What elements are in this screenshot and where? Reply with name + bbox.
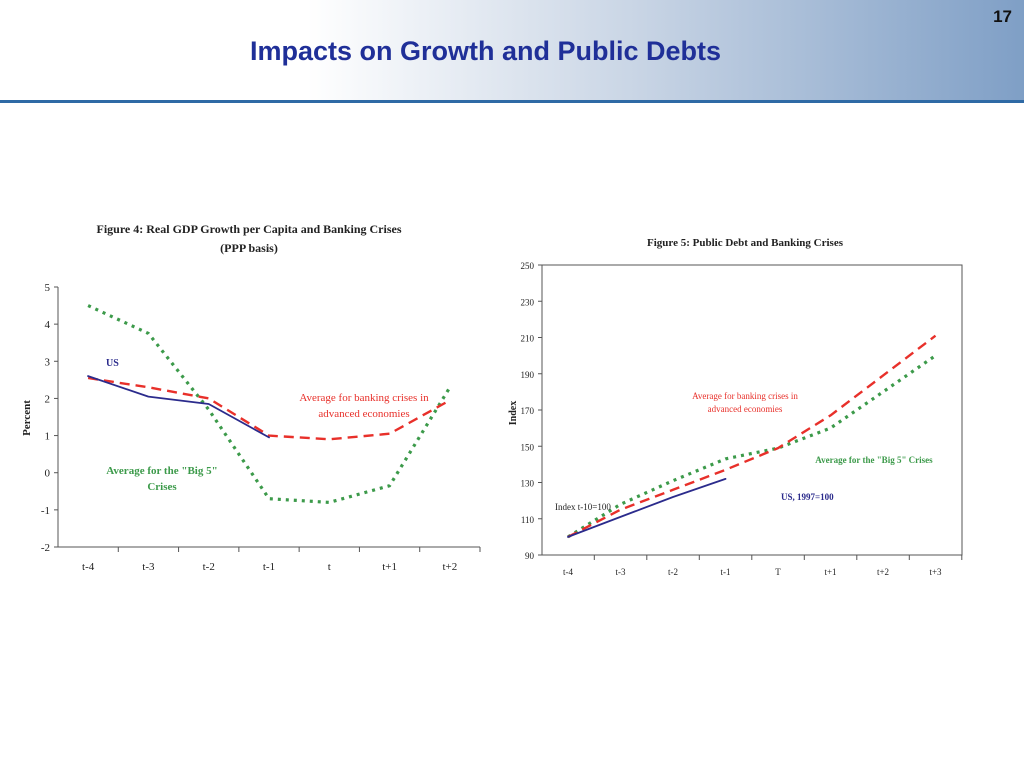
fig5-ytick-label: 130 [521, 479, 535, 489]
fig5-series-average-for-the-big-5-crises [567, 354, 937, 539]
fig5-ytick-label: 250 [521, 261, 535, 271]
fig5-ytick-label: 110 [521, 515, 535, 525]
fig4-ylabel: Percent [21, 400, 33, 436]
fig5-ytick-label: 150 [521, 442, 535, 452]
fig5-ylabel: Index [508, 401, 519, 425]
fig4-ytick-label: 0 [45, 468, 51, 480]
fig5-series-us-1997-100 [567, 477, 727, 538]
fig4-big5-label-line2: Crises [147, 481, 177, 493]
page-number: 17 [993, 7, 1012, 26]
fig5-xtick-label-t-2: t-2 [668, 567, 678, 577]
fig4-series-us [87, 375, 270, 439]
title-divider [0, 100, 1024, 103]
fig4-xtick-label-t-2: t+2 [442, 561, 457, 573]
fig5-big5-label: Average for the "Big 5" Crises [815, 455, 933, 465]
fig4-xtick-label-t-1: t+1 [382, 561, 397, 573]
fig4-us-label: US [106, 358, 119, 369]
figure-4-chart: Figure 4: Real GDP Growth per Capita and… [21, 222, 481, 573]
fig5-ytick-label: 230 [521, 297, 535, 307]
fig5-xtick-label-t-3: t-3 [616, 567, 626, 577]
fig4-ytick-label: 3 [45, 356, 51, 368]
fig4-ytick-label: 5 [45, 282, 51, 294]
fig4-advanced-label-line2: advanced economies [318, 408, 409, 420]
fig4-big5-label-line1: Average for the "Big 5" [106, 465, 217, 477]
fig5-ytick-label: 190 [521, 370, 535, 380]
fig5-title: Figure 5: Public Debt and Banking Crises [647, 237, 844, 249]
fig5-series-average-for-banking-crises-in-advanced-economies [567, 334, 937, 538]
figure-5-chart: Figure 5: Public Debt and Banking Crises… [508, 237, 963, 577]
fig4-xtick-label-t-4: t-4 [82, 561, 95, 573]
fig4-title: Figure 4: Real GDP Growth per Capita and… [96, 222, 401, 236]
fig4-xtick-label-t-1: t-1 [263, 561, 275, 573]
fig4-advanced-label-line1: Average for banking crises in [299, 392, 429, 404]
fig5-xtick-label-t: T [775, 567, 781, 577]
fig4-series-average-for-banking-crises-in-advanced-economies [87, 376, 451, 441]
fig5-advanced-label-line1: Average for banking crises in [692, 391, 798, 401]
fig4-ytick-label: -2 [41, 542, 50, 554]
fig5-ytick-label: 210 [521, 334, 535, 344]
fig5-index-note: Index t-10=100 [555, 502, 611, 512]
fig5-xtick-label-t-1: t+1 [824, 567, 836, 577]
fig5-ytick-label: 90 [525, 551, 535, 561]
fig5-advanced-label-line2: advanced economies [708, 404, 783, 414]
fig4-series-average-for-the-big-5-crises [87, 304, 452, 504]
fig5-xtick-label-t-3: t+3 [929, 567, 942, 577]
fig4-subtitle: (PPP basis) [220, 241, 278, 255]
fig5-ytick-label: 170 [521, 406, 535, 416]
fig4-ytick-label: 1 [45, 431, 51, 443]
fig4-xtick-label-t: t [328, 561, 331, 573]
fig4-ytick-label: 2 [45, 393, 51, 405]
fig4-ytick-label: 4 [45, 319, 51, 331]
fig4-ytick-label: -1 [41, 505, 50, 517]
fig5-xtick-label-t-1: t-1 [721, 567, 731, 577]
fig4-xtick-label-t-2: t-2 [203, 561, 215, 573]
fig4-xtick-label-t-3: t-3 [142, 561, 155, 573]
slide-title: Impacts on Growth and Public Debts [250, 36, 722, 66]
title-banner [0, 0, 1024, 100]
fig5-xtick-label-t-4: t-4 [563, 567, 573, 577]
fig5-us-label: US, 1997=100 [781, 492, 834, 502]
fig5-xtick-label-t-2: t+2 [877, 567, 889, 577]
